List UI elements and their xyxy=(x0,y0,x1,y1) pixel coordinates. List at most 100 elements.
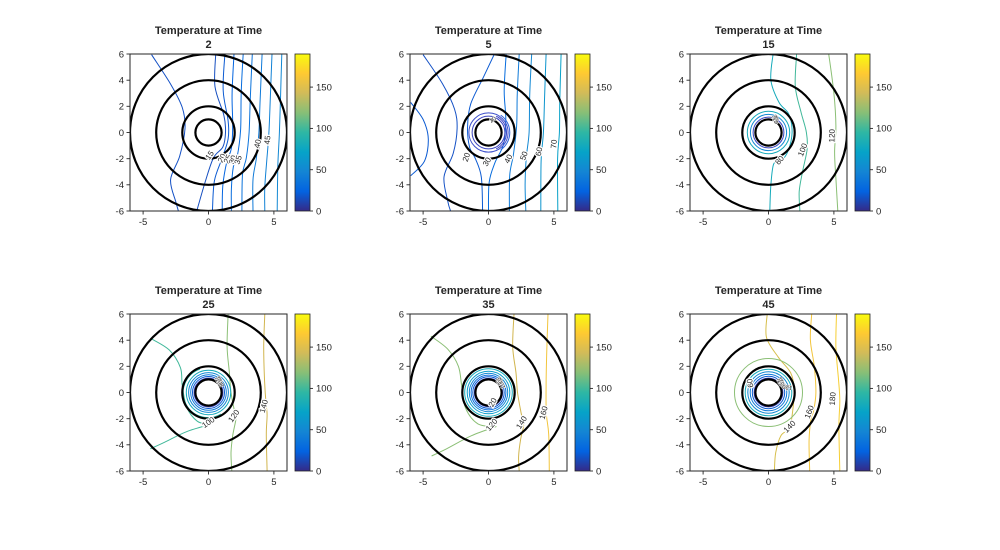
y-tick-label: 4 xyxy=(119,76,124,87)
colorbar xyxy=(294,313,311,472)
contour-ring xyxy=(188,372,229,413)
contour-line xyxy=(524,54,533,211)
x-tick-label: 0 xyxy=(486,217,491,228)
panel-title-line1: Temperature at Time xyxy=(715,285,822,297)
contour-label-cluster: 60 xyxy=(217,378,223,386)
panel-title-line1: Temperature at Time xyxy=(435,25,542,37)
contour-ring xyxy=(752,116,785,149)
x-tick-label: -5 xyxy=(139,477,147,488)
contour-label-cluster: 20 xyxy=(771,114,780,123)
y-tick-label: 6 xyxy=(119,49,124,60)
contour-ring xyxy=(190,374,227,411)
x-tick-label: 5 xyxy=(551,217,556,228)
y-tick-label: -4 xyxy=(396,180,404,191)
boundary-circle xyxy=(715,79,822,186)
boundary-circle xyxy=(741,365,796,420)
contour-ring xyxy=(744,368,793,417)
contour-ring xyxy=(749,373,788,412)
colorbar-tick-label: 0 xyxy=(596,206,601,217)
contour-line xyxy=(196,54,227,211)
y-tick-label: 4 xyxy=(679,336,684,347)
colorbar-tick-label: 100 xyxy=(596,124,612,135)
y-tick-label: 0 xyxy=(119,388,124,399)
contour-ring xyxy=(471,115,506,150)
colorbar xyxy=(854,313,871,472)
contour-label-cluster: 80 xyxy=(498,378,504,386)
contour-label: 40 xyxy=(252,138,263,149)
contour-line xyxy=(226,314,237,471)
contour-line xyxy=(540,54,547,211)
contour-line xyxy=(430,335,497,427)
x-tick-label: 5 xyxy=(831,217,836,228)
contour-line xyxy=(276,54,283,211)
y-tick-label: 6 xyxy=(679,309,684,320)
contour-label-cluster: 40 xyxy=(777,377,786,386)
panel-title-line1: Temperature at Time xyxy=(435,285,542,297)
contour-label: 45 xyxy=(263,135,273,145)
subplot-panel-1: Temperature at Time 2 15 20 25 30 35 40 45 -5 0 5 -6… xyxy=(95,14,350,244)
x-tick-label: -5 xyxy=(699,477,707,488)
contour-label: 60 xyxy=(745,377,756,388)
x-tick-label: 5 xyxy=(831,477,836,488)
colorbar-tick-label: 150 xyxy=(316,82,332,93)
contour-label-cluster: 60 xyxy=(774,116,780,124)
y-tick-label: -6 xyxy=(676,466,684,477)
y-tick-label: 4 xyxy=(399,336,404,347)
contour-label-cluster: 120 xyxy=(781,382,793,390)
x-tick-label: 0 xyxy=(486,477,491,488)
boundary-circle xyxy=(461,105,516,160)
y-tick-label: -4 xyxy=(116,440,124,451)
colorbar-tick-label: 0 xyxy=(876,206,881,217)
contour-ring xyxy=(746,110,791,155)
contour-line xyxy=(252,54,263,211)
colorbar-tick-label: 150 xyxy=(876,342,892,353)
colorbar xyxy=(574,313,591,472)
contour-ring xyxy=(468,112,509,153)
contour-label-cluster: 100 xyxy=(498,377,508,389)
boundary-circle xyxy=(435,339,542,446)
boundary-circle xyxy=(181,365,236,420)
contour-line xyxy=(211,54,230,211)
subplot-panel-2: Temperature at Time 5 20 30 40 50 60 70 10 -5 0 5 -6… xyxy=(375,14,630,244)
panel-title-time: 35 xyxy=(482,299,494,311)
panel-title-line1: Temperature at Time xyxy=(155,25,262,37)
contour-label-cluster: 40 xyxy=(772,115,781,124)
contour-line xyxy=(557,54,562,211)
contour-ring xyxy=(468,372,509,413)
contour-ring xyxy=(751,375,786,410)
boundary-circle xyxy=(194,118,223,147)
y-tick-label: 2 xyxy=(399,102,404,113)
y-tick-label: 6 xyxy=(119,309,124,320)
y-tick-label: 6 xyxy=(399,309,404,320)
y-tick-label: 0 xyxy=(399,128,404,139)
contour-label-cluster: 60 xyxy=(779,379,785,387)
x-tick-label: -5 xyxy=(419,477,427,488)
panel-title-line1: Temperature at Time xyxy=(155,285,262,297)
contour-ring xyxy=(192,376,225,409)
contour-line xyxy=(545,314,550,471)
colorbar-tick-label: 0 xyxy=(596,466,601,477)
contour-line xyxy=(230,54,244,211)
y-tick-label: -6 xyxy=(116,466,124,477)
contour-line xyxy=(769,54,793,211)
x-tick-label: 5 xyxy=(551,477,556,488)
colorbar-tick-label: 150 xyxy=(876,82,892,93)
contour-line xyxy=(794,54,808,211)
y-tick-label: -2 xyxy=(676,414,684,425)
boundary-circle xyxy=(754,378,783,407)
contour-ring xyxy=(193,377,224,408)
colorbar xyxy=(574,53,591,212)
colorbar-tick-label: 50 xyxy=(316,165,327,176)
colorbar-tick-label: 150 xyxy=(596,82,612,93)
contour-line xyxy=(512,314,525,471)
colorbar-tick-label: 150 xyxy=(596,342,612,353)
boundary-circle xyxy=(474,118,503,147)
boundary-circle xyxy=(435,79,542,186)
